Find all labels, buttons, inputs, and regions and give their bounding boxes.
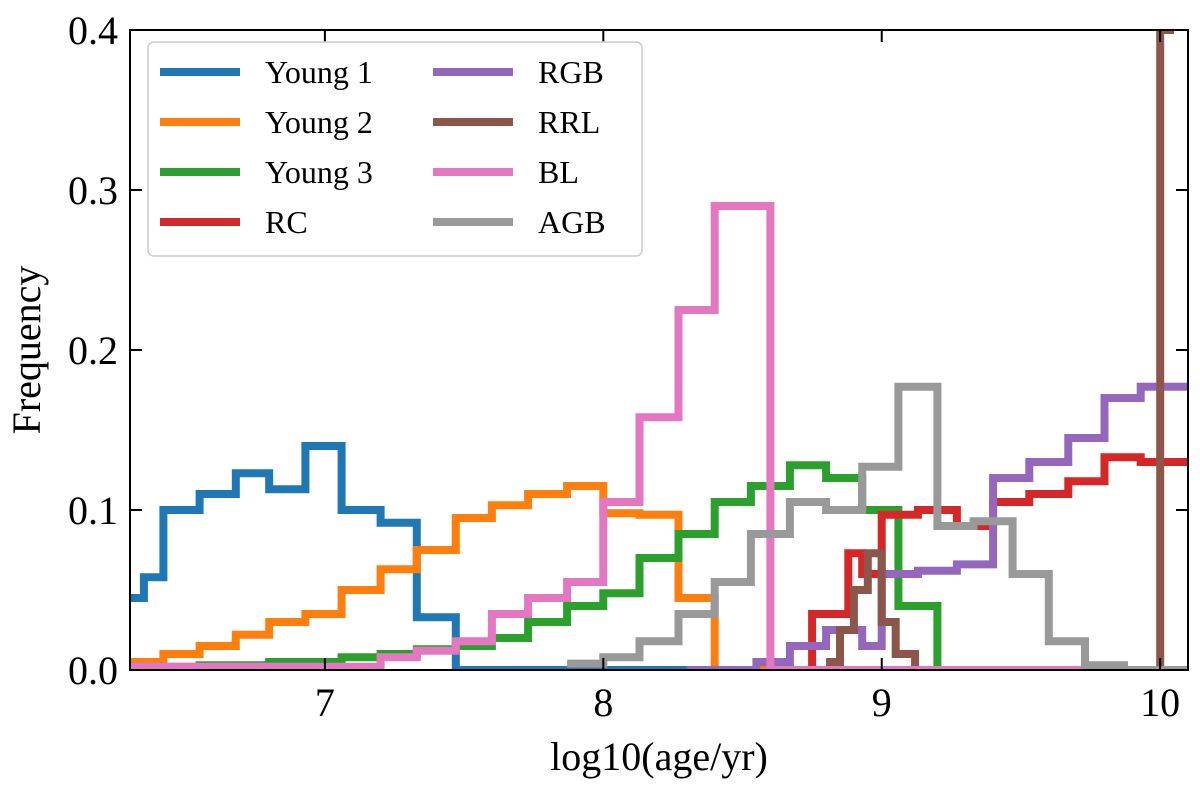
legend-label: RC: [265, 204, 308, 240]
series-layer: [130, 30, 1188, 670]
legend-box: [147, 41, 643, 257]
y-tick-label: 0.2: [68, 328, 118, 373]
legend-label: RGB: [538, 54, 604, 90]
x-tick-label: 8: [593, 680, 613, 725]
legend-label: AGB: [538, 204, 606, 240]
series-rc: [770, 453, 1188, 670]
legend-label: BL: [538, 154, 579, 190]
series-young-1: [130, 442, 771, 670]
y-axis-label: Frequency: [4, 266, 49, 435]
series-rgb: [686, 382, 1188, 670]
y-tick-label: 0.3: [68, 168, 118, 213]
series-young-3: [130, 461, 1049, 670]
series-young-2: [130, 482, 771, 670]
legend-label: Young 2: [265, 104, 373, 140]
series-bl: [130, 202, 1161, 670]
legend-label: RRL: [538, 104, 600, 140]
legend: Young 1 Young 2 Young 3 RC RGB RRL BL AGB: [147, 41, 643, 257]
x-tick-label: 9: [872, 680, 892, 725]
y-tick-label: 0.4: [68, 8, 118, 53]
ticks-layer: 7 8 9 10 0.0 0.1 0.2 0.3 0.4: [68, 8, 1188, 725]
x-tick-label: 7: [315, 680, 335, 725]
y-tick-label: 0.0: [68, 648, 118, 693]
legend-label: Young 1: [265, 54, 373, 90]
legend-label: Young 3: [265, 154, 373, 190]
series-rrl: [826, 30, 1175, 670]
x-tick-label: 10: [1140, 680, 1180, 725]
series-agb: [567, 382, 1188, 670]
y-tick-label: 0.1: [68, 488, 118, 533]
x-axis-label: log10(age/yr): [550, 734, 768, 779]
